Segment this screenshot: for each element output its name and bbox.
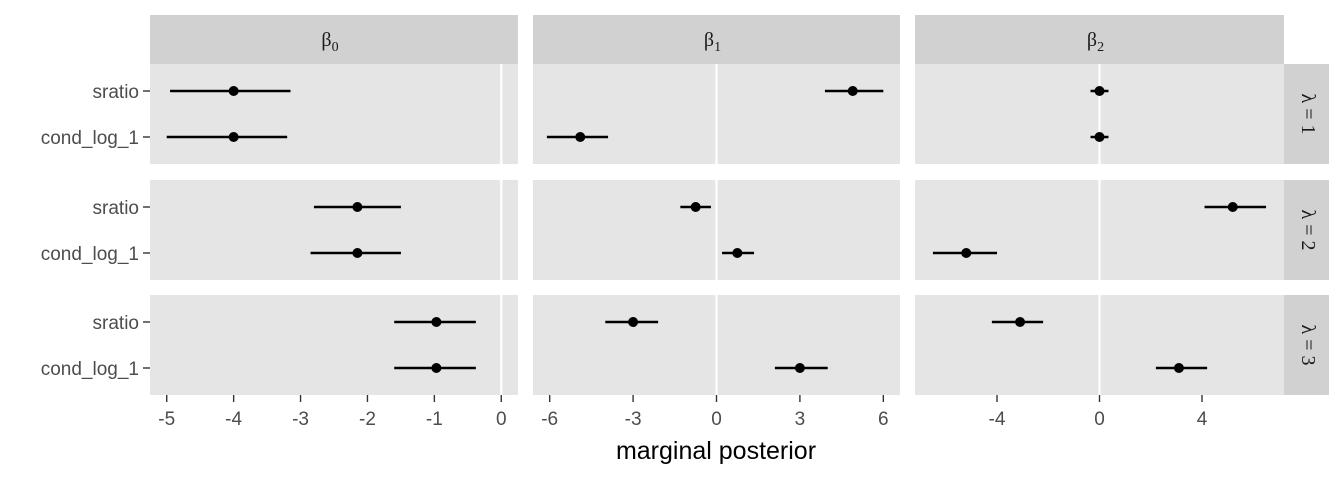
panel-background	[150, 180, 518, 280]
y-tick-label: cond_log_1	[41, 359, 139, 380]
y-tick-label: cond_log_1	[41, 128, 139, 149]
posterior-point	[575, 132, 586, 142]
posterior-point	[732, 248, 743, 258]
posterior-point	[794, 363, 805, 373]
posterior-point	[961, 248, 972, 258]
x-tick-label: 3	[795, 409, 806, 430]
x-tick-label: -5	[158, 409, 175, 430]
y-tick-label: sratio	[93, 82, 139, 103]
posterior-point	[628, 317, 639, 327]
y-tick-label: cond_log_1	[41, 244, 139, 265]
x-tick-label: 4	[1197, 409, 1208, 430]
y-tick-label: sratio	[93, 198, 139, 219]
x-tick-label: 0	[496, 409, 507, 430]
column-strip	[150, 15, 518, 64]
x-tick-label: -2	[359, 409, 376, 430]
posterior-point	[847, 86, 858, 96]
row-strip-label: λ = 3	[1297, 325, 1319, 366]
x-tick-label: 0	[1094, 409, 1105, 430]
column-strip-subscript: 0	[332, 40, 339, 55]
posterior-point	[431, 317, 442, 327]
posterior-point	[1094, 86, 1105, 96]
posterior-point	[1173, 363, 1184, 373]
x-tick-label: -4	[225, 409, 242, 430]
row-strip-label: λ = 2	[1297, 210, 1319, 251]
posterior-point	[352, 248, 363, 258]
column-strip-subscript: 2	[1097, 40, 1104, 55]
x-tick-label: -1	[426, 409, 443, 430]
x-tick-label: 0	[711, 409, 722, 430]
row-strip	[1284, 180, 1329, 280]
posterior-point	[1094, 132, 1105, 142]
posterior-point	[1227, 202, 1238, 212]
panel-background	[150, 64, 518, 164]
x-tick-label: -3	[625, 409, 642, 430]
posterior-point	[352, 202, 363, 212]
x-axis-title: marginal posterior	[616, 437, 816, 465]
posterior-point	[228, 86, 239, 96]
x-tick-label: -6	[541, 409, 558, 430]
row-strip	[1284, 295, 1329, 395]
x-tick-label: 6	[878, 409, 889, 430]
posterior-point	[1015, 317, 1026, 327]
x-tick-label: -3	[292, 409, 309, 430]
column-strip	[915, 15, 1284, 64]
column-strip	[533, 15, 900, 64]
column-strip-subscript: 1	[714, 40, 721, 55]
x-tick-label: -4	[989, 409, 1006, 430]
panel-background	[150, 295, 518, 395]
posterior-point	[690, 202, 701, 212]
y-tick-label: sratio	[93, 313, 139, 334]
posterior-point	[228, 132, 239, 142]
row-strip	[1284, 64, 1329, 164]
posterior-point	[431, 363, 442, 373]
row-strip-label: λ = 1	[1297, 94, 1319, 135]
